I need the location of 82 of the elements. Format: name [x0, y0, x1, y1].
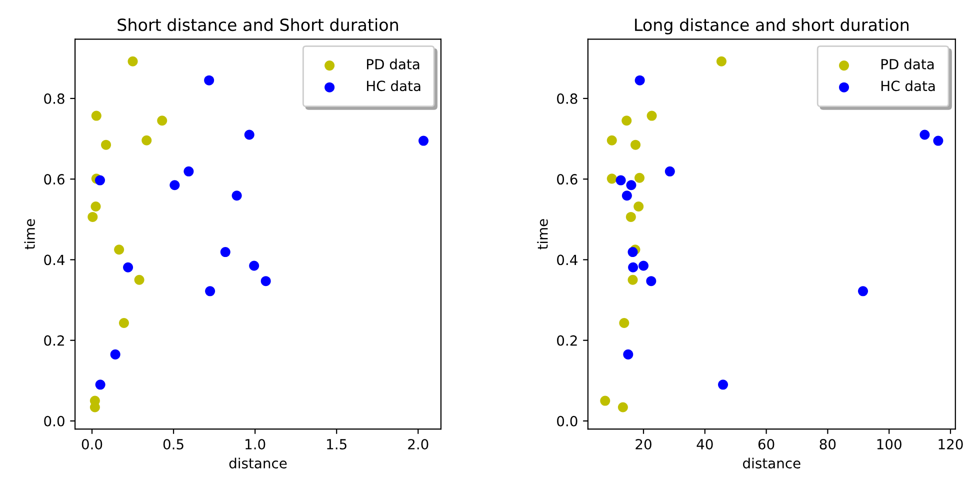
chart-title: Long distance and short duration	[635, 18, 908, 34]
chart-title: Short distance and Short duration	[118, 18, 398, 32]
point	[95, 380, 106, 390]
point	[858, 286, 868, 296]
point	[618, 402, 628, 412]
point	[628, 247, 638, 258]
legend-label: HC data	[881, 80, 935, 92]
point	[134, 274, 144, 285]
x-axis-title: distance	[743, 458, 800, 468]
x-tick-label: 100	[877, 438, 902, 450]
point	[600, 396, 610, 406]
point	[157, 116, 168, 126]
point	[622, 190, 632, 201]
x-tick-label: 120	[938, 438, 963, 450]
x-tick-label: 0.5	[163, 438, 184, 450]
y-axis-title: time	[537, 219, 548, 250]
point	[170, 180, 180, 190]
x-axis-title: distance	[229, 458, 287, 468]
y-tick-label: 0.2	[557, 335, 577, 346]
point	[204, 75, 214, 86]
point	[646, 276, 656, 286]
x-tick-label: 20	[636, 438, 652, 450]
y-tick-label: 0.4	[557, 254, 578, 266]
point	[232, 190, 242, 201]
point	[626, 212, 636, 222]
point	[933, 136, 944, 146]
point	[626, 180, 636, 190]
point	[716, 56, 726, 66]
x-tick-label: 80	[820, 438, 836, 450]
y-axis-title: time	[24, 219, 35, 250]
point	[630, 140, 641, 150]
point	[220, 247, 230, 258]
point	[622, 116, 632, 126]
y-tick-label: 0.6	[557, 174, 578, 185]
point	[606, 174, 617, 184]
y-tick-label: 0.0	[44, 416, 64, 426]
point	[418, 136, 429, 146]
legend-label: HC data	[367, 80, 420, 92]
point	[249, 260, 260, 271]
point	[634, 201, 644, 212]
point	[634, 75, 645, 86]
point	[260, 276, 271, 286]
point	[91, 110, 102, 121]
legend-label: PD data	[367, 58, 420, 70]
y-tick-label: 0.8	[44, 93, 64, 104]
point	[616, 175, 626, 186]
x-tick-label: 1.5	[327, 439, 346, 450]
point	[101, 140, 112, 150]
point	[638, 260, 649, 271]
point	[142, 135, 152, 146]
point	[123, 262, 134, 272]
x-tick-label: 0.0	[82, 438, 102, 450]
point	[184, 166, 194, 176]
point	[718, 380, 728, 390]
y-tick-label: 0.6	[44, 174, 64, 185]
point	[606, 135, 617, 146]
point	[118, 318, 129, 328]
legend-label: PD data	[881, 58, 934, 70]
y-tick-label: 0.8	[557, 93, 578, 104]
point	[628, 262, 638, 272]
point	[90, 201, 101, 212]
point	[128, 56, 138, 66]
y-tick-label: 0.4	[44, 254, 65, 266]
point	[920, 130, 930, 140]
point	[88, 212, 98, 222]
point	[634, 172, 645, 183]
y-tick-label: 0.0	[557, 416, 578, 426]
point	[664, 166, 675, 176]
point	[205, 286, 216, 296]
point	[110, 349, 120, 360]
point	[244, 130, 254, 140]
point	[619, 318, 630, 328]
x-tick-label: 60	[758, 438, 774, 450]
x-tick-label: 40	[696, 438, 713, 450]
x-tick-label: 2.0	[408, 438, 428, 450]
x-tick-label: 1.0	[246, 438, 266, 450]
point	[114, 244, 124, 255]
point	[623, 349, 634, 360]
point	[94, 175, 105, 186]
point	[628, 274, 638, 285]
y-tick-label: 0.2	[44, 335, 64, 346]
point	[646, 110, 657, 121]
